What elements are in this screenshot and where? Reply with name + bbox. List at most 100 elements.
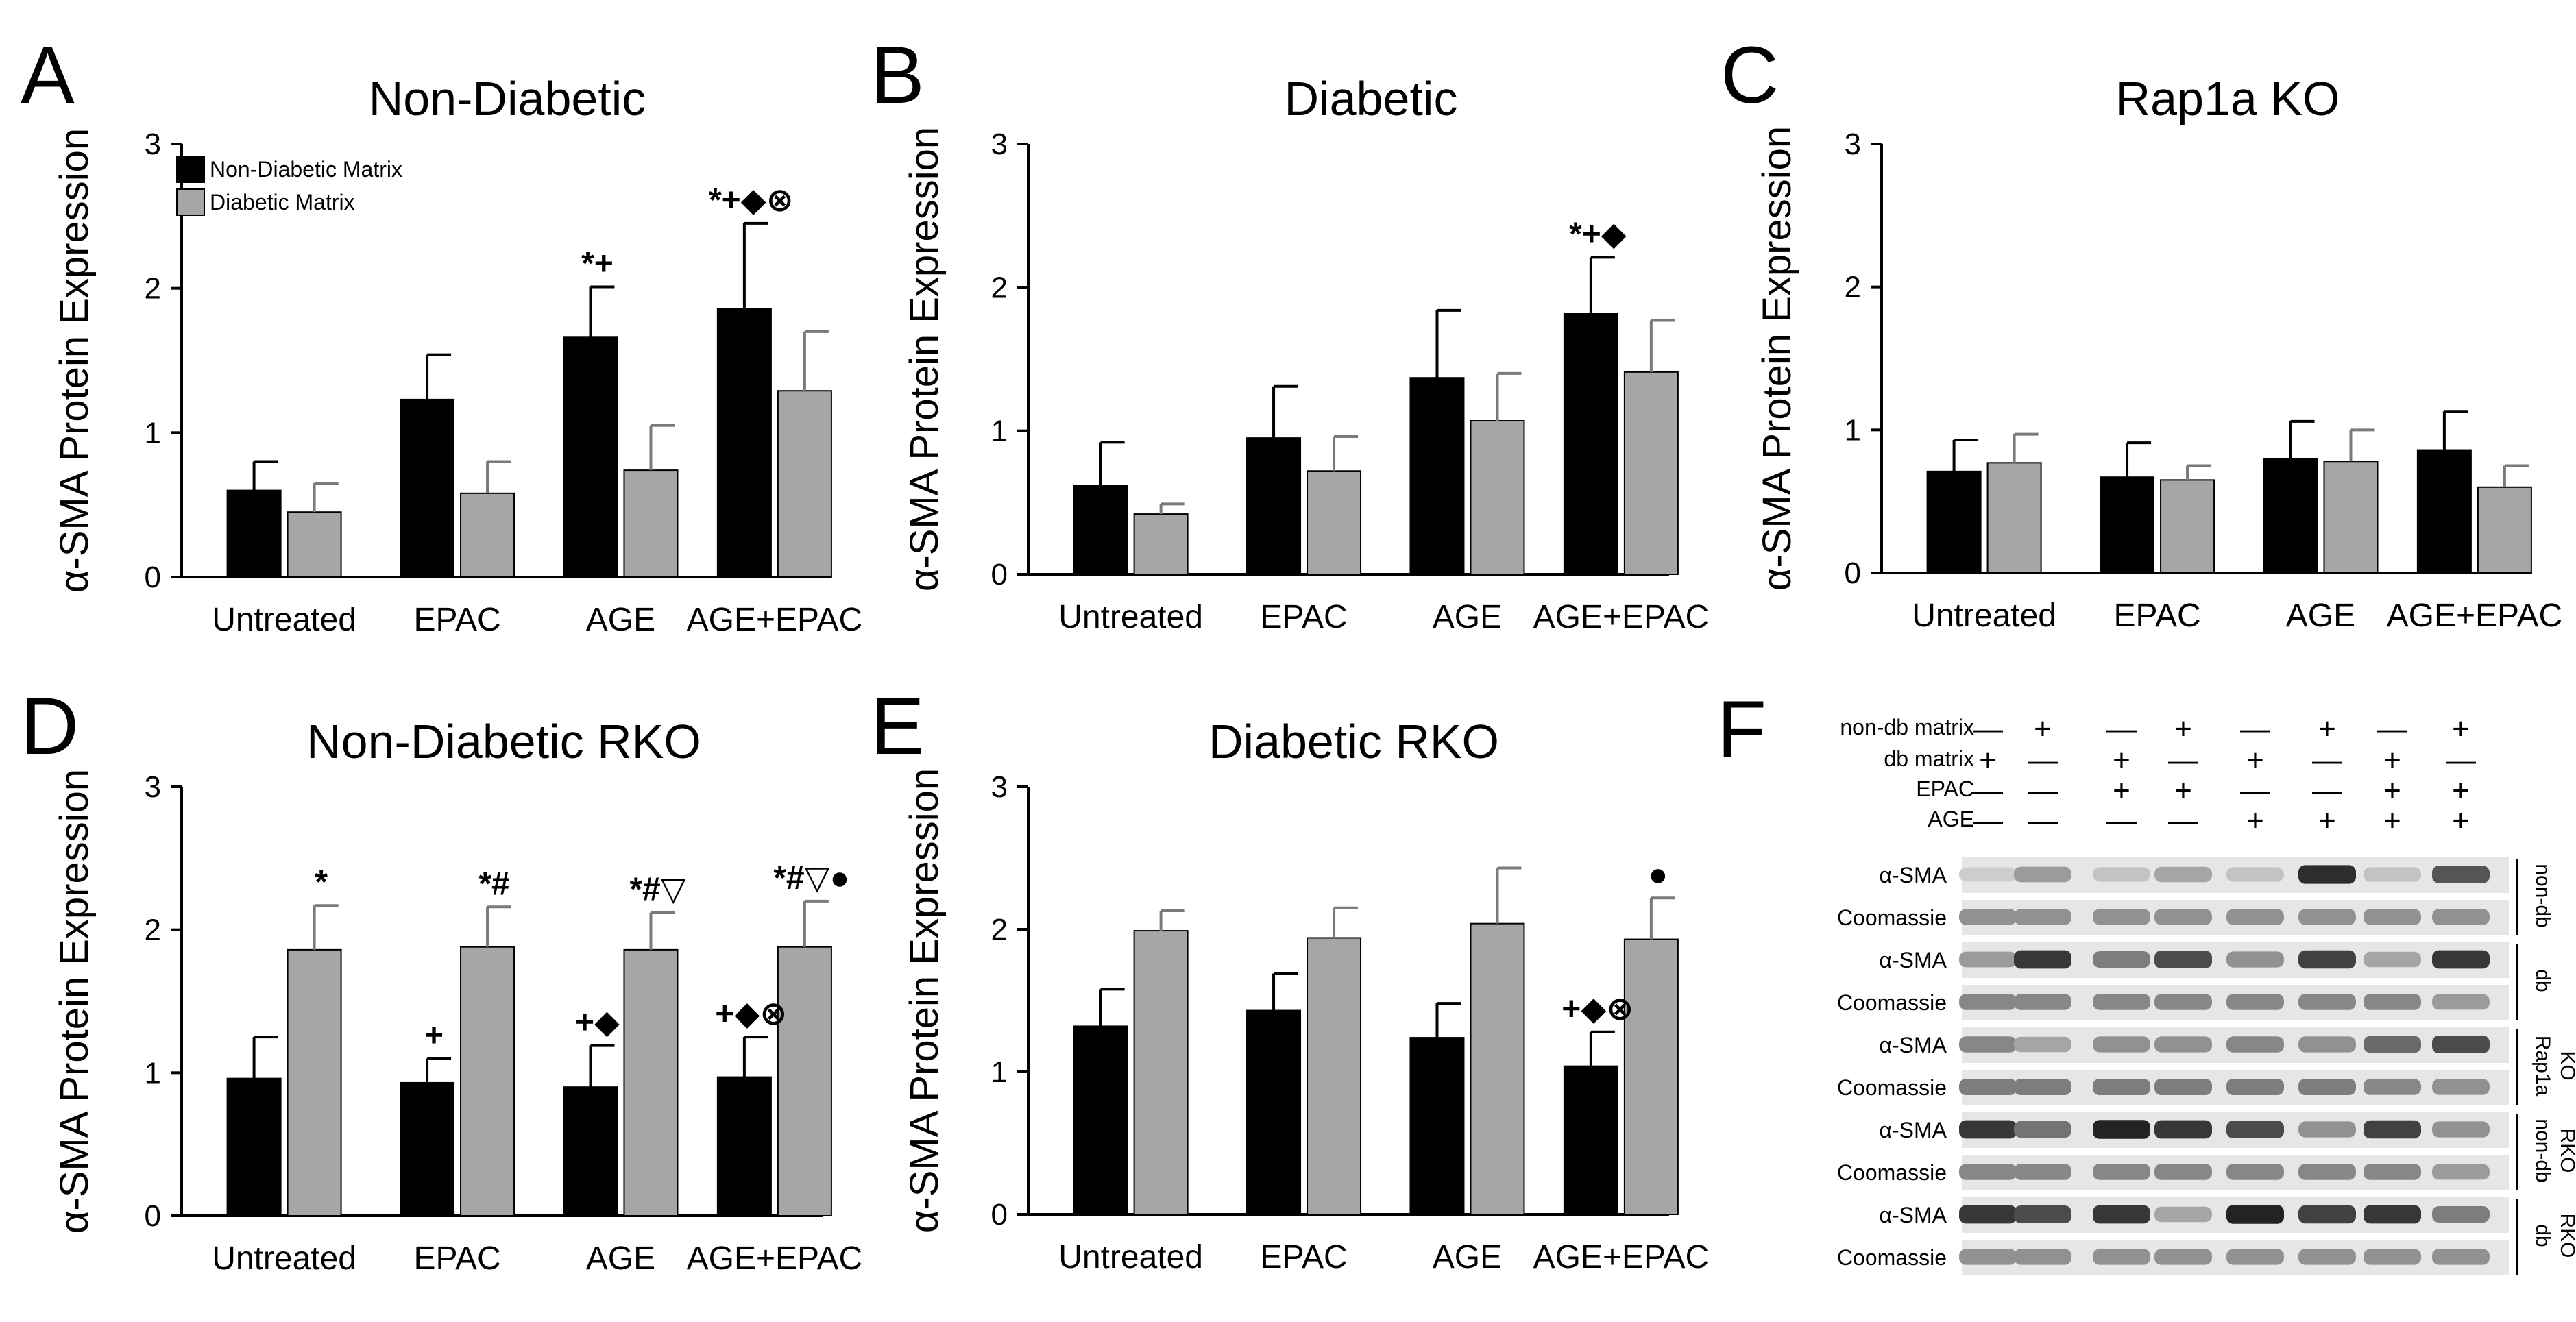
x-tick-label: Untreated xyxy=(212,1240,356,1277)
blot-band xyxy=(2154,1120,2212,1139)
y-tick-label: 1 xyxy=(145,416,161,450)
blot-band xyxy=(2154,1036,2212,1053)
condition-sign: — xyxy=(2446,744,2476,777)
chart-panel-b: B Diabetic α-SMA Protein Expression 0 1 2 3 Unt… xyxy=(871,30,1709,635)
blot-band xyxy=(1959,1249,2017,1265)
bar-diabetic xyxy=(777,390,832,578)
blot-band xyxy=(2014,909,2071,925)
y-axis-label: α-SMA Protein Expression xyxy=(902,768,947,1233)
chart-title: Non-Diabetic RKO xyxy=(306,715,701,768)
bar-diabetic xyxy=(1307,937,1362,1215)
bar-diabetic xyxy=(1133,930,1189,1215)
condition-sign: — xyxy=(2028,774,2058,807)
x-tick-label: AGE xyxy=(2286,598,2355,634)
x-tick-label: AGE xyxy=(1433,599,1502,635)
blot-band xyxy=(2093,1036,2150,1053)
bar-diabetic xyxy=(1307,470,1362,576)
blot-band xyxy=(2154,1164,2212,1180)
condition-sign: — xyxy=(2106,804,2137,837)
x-tick-label: EPAC xyxy=(1260,1239,1347,1275)
blot-band xyxy=(2093,1249,2150,1265)
blot-band xyxy=(2154,1206,2212,1223)
blot-band xyxy=(2432,994,2490,1010)
blot-band xyxy=(2093,994,2150,1010)
chart-panel-c: C Rap1a KO α-SMA Protein Expression 0 1 2 3 Unt… xyxy=(1721,30,2562,634)
group-side-label: non-db xyxy=(2531,1118,2554,1182)
blot-band xyxy=(2226,1249,2284,1265)
significance-marker: *#▽ xyxy=(629,872,685,908)
blot-band xyxy=(2364,909,2421,925)
blot-band xyxy=(2364,1164,2421,1180)
blot-row-label: α-SMA xyxy=(1880,1033,1947,1057)
blot-band xyxy=(2014,1249,2071,1265)
blot-band xyxy=(2226,1164,2284,1180)
bar-non-diabetic xyxy=(563,336,618,578)
chart-title: Non-Diabetic xyxy=(369,72,646,125)
blot-band xyxy=(2226,1205,2284,1224)
blot-band xyxy=(2093,1079,2150,1095)
bar-non-diabetic xyxy=(226,1077,282,1217)
group-side-label: RKO xyxy=(2556,1128,2576,1173)
y-tick-label: 2 xyxy=(991,271,1008,304)
blot-band xyxy=(2154,1249,2212,1265)
chart-title: Rap1a KO xyxy=(2116,72,2340,125)
blot-band xyxy=(2298,1036,2356,1053)
blot-band xyxy=(2298,1164,2356,1180)
panel-letter: A xyxy=(21,30,75,121)
blot-band xyxy=(2432,1206,2490,1223)
x-tick-label: EPAC xyxy=(413,1240,500,1277)
x-tick-label: AGE+EPAC xyxy=(1533,599,1710,635)
y-axis-label: α-SMA Protein Expression xyxy=(52,128,97,593)
blot-band xyxy=(2093,867,2150,882)
condition-label: db matrix xyxy=(1884,746,1974,771)
condition-sign: + xyxy=(2383,744,2401,777)
blot-band xyxy=(2364,1120,2421,1139)
blot-band xyxy=(2154,866,2212,883)
blot-band xyxy=(2014,1079,2071,1095)
condition-sign: — xyxy=(2240,712,2270,746)
significance-marker: +◆ xyxy=(575,1005,620,1041)
significance-marker: *# xyxy=(478,866,509,902)
bar-non-diabetic xyxy=(1246,437,1302,576)
group-side-label: db xyxy=(2531,969,2554,992)
blot-band xyxy=(2226,951,2284,968)
x-tick-label: Untreated xyxy=(1058,1239,1203,1275)
panel-letter: D xyxy=(21,681,79,772)
chart-panel-d: D Non-Diabetic RKO α-SMA Protein Expressio… xyxy=(21,681,862,1277)
blot-band xyxy=(2226,994,2284,1010)
bar-non-diabetic xyxy=(2416,449,2472,574)
y-tick-label: 0 xyxy=(991,558,1008,591)
y-tick-label: 3 xyxy=(991,770,1008,804)
group-side-label: non-db xyxy=(2531,864,2554,927)
blot-band xyxy=(2014,1164,2071,1180)
blot-band xyxy=(1959,951,2017,968)
blot-band xyxy=(2226,909,2284,925)
group-side-label: db xyxy=(2531,1224,2554,1247)
blot-band xyxy=(2298,1205,2356,1224)
bar-diabetic xyxy=(1470,922,1525,1216)
blot-band xyxy=(1959,1205,2017,1224)
blot-band xyxy=(2014,1205,2071,1223)
blot-band xyxy=(2226,867,2284,882)
panel-letter: E xyxy=(871,681,925,772)
blot-band xyxy=(2298,994,2356,1010)
blot-band xyxy=(2014,994,2071,1010)
condition-label: EPAC xyxy=(1916,776,1974,801)
group-side-label: RKO xyxy=(2556,1213,2576,1258)
blot-band xyxy=(2154,1079,2212,1095)
blot-band xyxy=(1959,1036,2017,1053)
panel-letter: C xyxy=(1721,30,1779,121)
blot-band xyxy=(2432,1079,2490,1095)
y-tick-label: 2 xyxy=(991,913,1008,946)
blot-band xyxy=(2093,951,2150,968)
blot-row-label: α-SMA xyxy=(1880,1118,1947,1142)
significance-marker: ● xyxy=(1648,857,1668,893)
blot-band xyxy=(2432,1121,2490,1138)
blot-band xyxy=(2226,1079,2284,1095)
group-side-label: KO xyxy=(2556,1051,2576,1080)
x-tick-label: AGE+EPAC xyxy=(2387,598,2563,634)
blot-row-label: Coomassie xyxy=(1837,1245,1947,1270)
blot-row-label: Coomassie xyxy=(1837,905,1947,930)
bar-non-diabetic xyxy=(226,489,282,578)
condition-sign: — xyxy=(2312,774,2342,807)
